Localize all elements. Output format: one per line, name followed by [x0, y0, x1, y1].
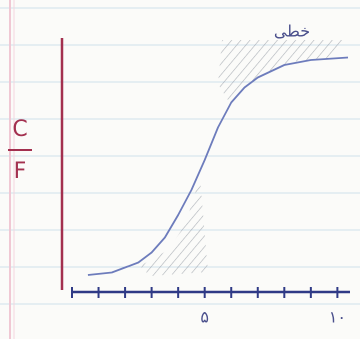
hatched-area: [218, 40, 350, 100]
y-label: C: [12, 117, 27, 142]
chart: C F خطی ۵ ۱۰: [0, 0, 360, 339]
y-label: F: [14, 159, 27, 184]
x-tick-label: ۵: [200, 308, 209, 327]
curve: [88, 58, 348, 276]
annotation: خطی: [274, 22, 310, 41]
x-tick-label: ۱۰: [329, 308, 346, 327]
